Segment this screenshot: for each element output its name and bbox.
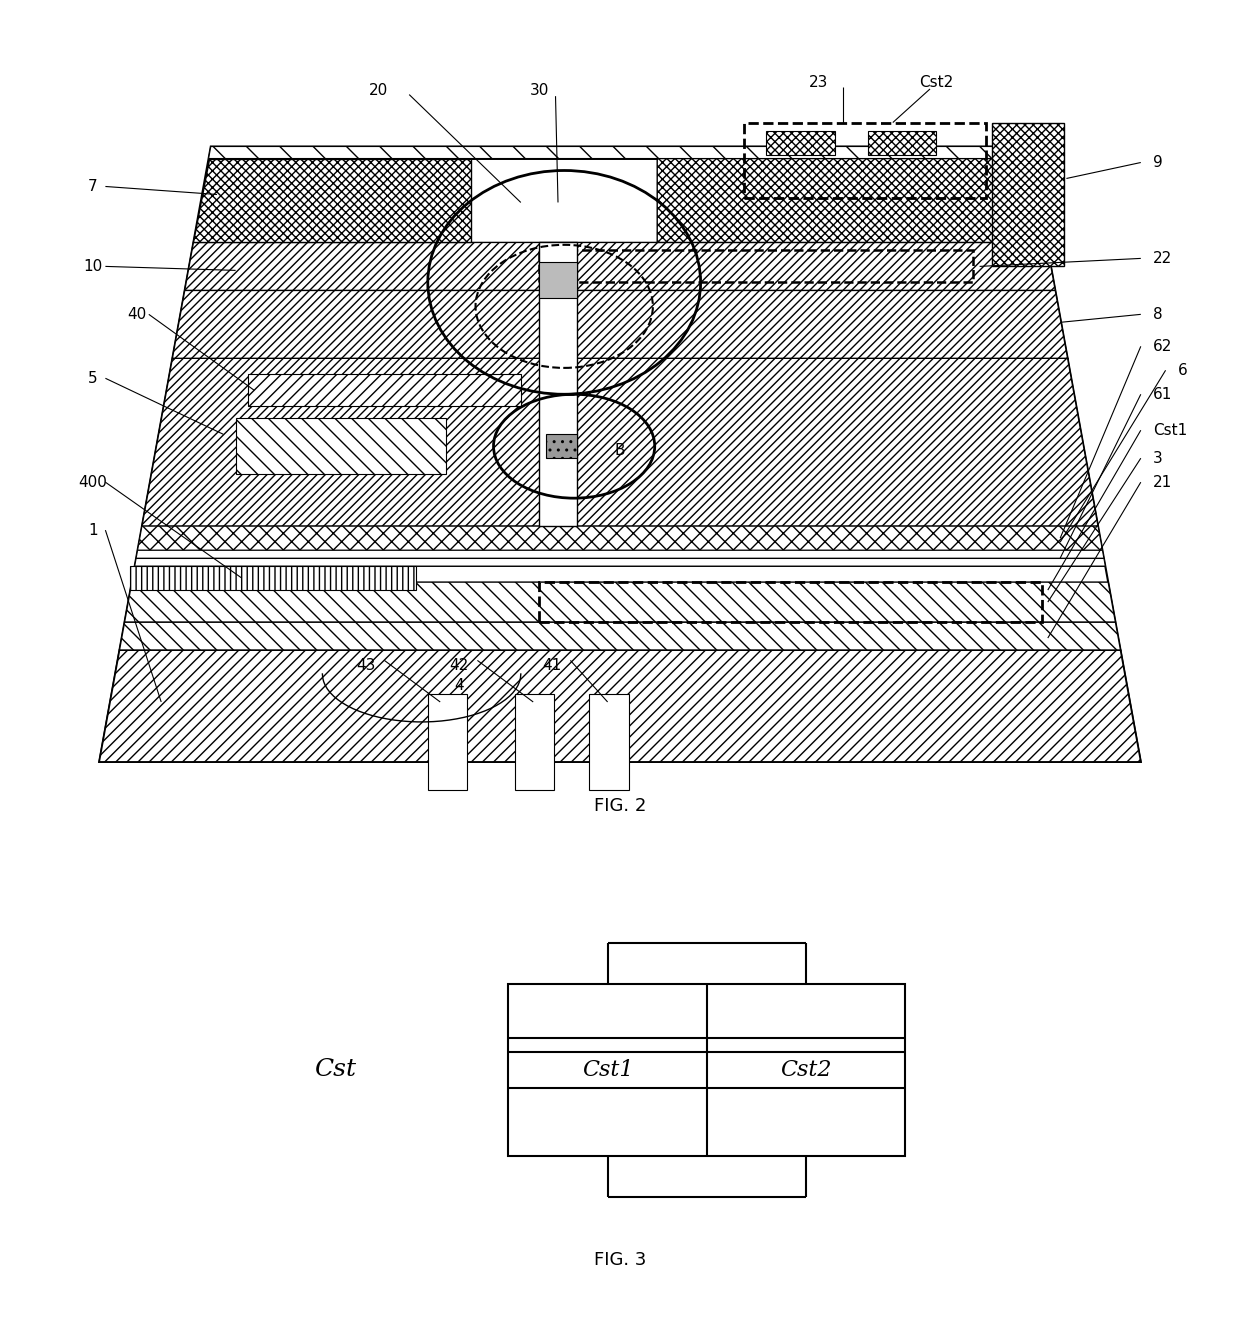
Text: 9: 9 xyxy=(1153,155,1163,170)
Text: 5: 5 xyxy=(88,370,98,386)
Bar xyxy=(428,694,467,790)
Bar xyxy=(992,123,1064,266)
Polygon shape xyxy=(172,290,1068,358)
Bar xyxy=(539,250,973,282)
Text: 61: 61 xyxy=(1153,386,1173,402)
Text: 42: 42 xyxy=(449,658,469,674)
Text: 22: 22 xyxy=(1153,250,1173,266)
Text: Cst2: Cst2 xyxy=(919,75,954,91)
Text: Cst1: Cst1 xyxy=(1153,422,1188,438)
Bar xyxy=(539,242,577,526)
Text: FIG. 2: FIG. 2 xyxy=(594,797,646,815)
Polygon shape xyxy=(99,650,1141,762)
Text: 1: 1 xyxy=(88,522,98,538)
Text: 21: 21 xyxy=(1153,474,1173,490)
Bar xyxy=(766,131,835,155)
Bar xyxy=(539,582,1042,622)
Bar xyxy=(546,434,577,458)
Text: 10: 10 xyxy=(83,258,103,274)
Text: 30: 30 xyxy=(529,83,549,99)
Text: Cst: Cst xyxy=(314,1059,356,1082)
Polygon shape xyxy=(208,147,1032,159)
Text: 6: 6 xyxy=(1178,362,1188,378)
Text: 41: 41 xyxy=(542,658,562,674)
Text: FIG. 3: FIG. 3 xyxy=(594,1251,646,1269)
Text: 7: 7 xyxy=(88,178,98,194)
Text: Cst2: Cst2 xyxy=(780,1059,832,1080)
Polygon shape xyxy=(657,159,1047,242)
Polygon shape xyxy=(124,582,1116,622)
Bar xyxy=(539,262,577,298)
Bar xyxy=(589,694,629,790)
Text: 3: 3 xyxy=(1153,450,1163,466)
Bar xyxy=(130,566,415,590)
Text: 400: 400 xyxy=(78,474,108,490)
Text: 43: 43 xyxy=(356,658,376,674)
Text: 62: 62 xyxy=(1153,338,1173,354)
Bar xyxy=(248,374,521,406)
Text: 40: 40 xyxy=(126,306,146,322)
Polygon shape xyxy=(119,622,1121,650)
Bar xyxy=(508,984,905,1156)
Text: 8: 8 xyxy=(1153,306,1163,322)
Polygon shape xyxy=(135,550,1105,566)
Polygon shape xyxy=(138,526,1102,550)
Polygon shape xyxy=(185,242,1055,290)
Text: 23: 23 xyxy=(808,75,828,91)
Polygon shape xyxy=(193,159,471,242)
Bar xyxy=(744,123,986,198)
Polygon shape xyxy=(141,358,1099,526)
Text: 20: 20 xyxy=(368,83,388,99)
Text: Cst1: Cst1 xyxy=(582,1059,634,1080)
Text: B: B xyxy=(615,442,625,458)
Bar xyxy=(515,694,554,790)
Text: 4: 4 xyxy=(454,678,464,694)
Bar xyxy=(868,131,936,155)
Bar xyxy=(236,418,446,474)
